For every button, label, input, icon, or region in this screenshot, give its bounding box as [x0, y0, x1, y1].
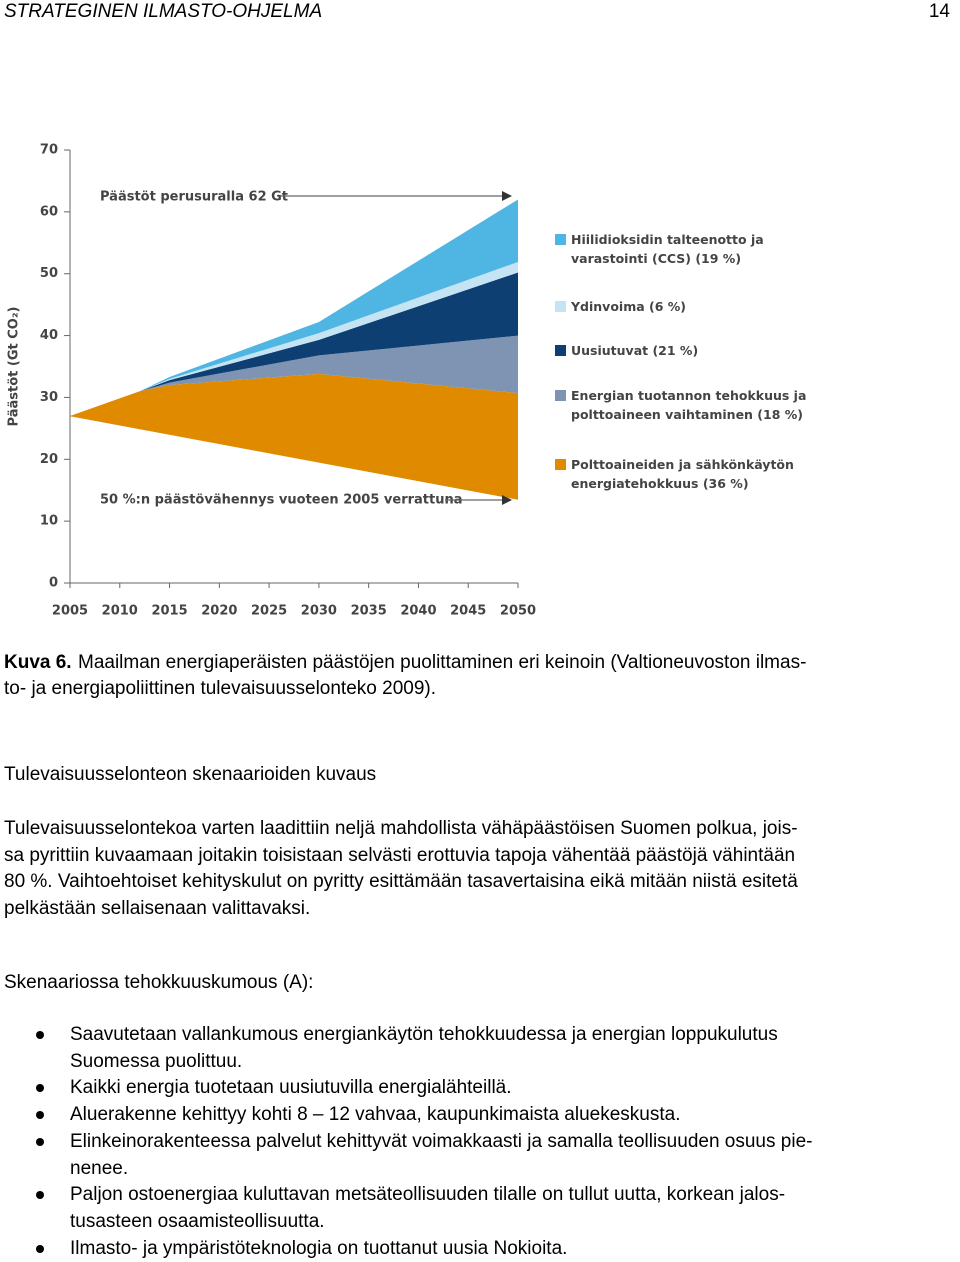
area-band	[70, 272, 518, 416]
y-axis-label: Päästöt (Gt CO₂)	[7, 307, 22, 427]
x-tick-label: 2035	[351, 604, 387, 619]
legend-swatch	[555, 345, 566, 356]
caption-line: Maailman energiaperäisten päästöjen puol…	[78, 652, 807, 673]
y-tick-label: 10	[40, 514, 58, 529]
x-tick-label: 2020	[201, 604, 237, 619]
caption-label: Kuva 6.	[4, 652, 72, 673]
header-title: STRATEGINEN ILMASTO-OHJELMA	[4, 1, 323, 22]
bullet-dot	[36, 1111, 44, 1120]
legend-entry: Ydinvoima (6 %)	[555, 297, 831, 316]
x-tick-label: 2040	[400, 604, 436, 619]
bullet-line: Aluerakenne kehittyy kohti 8 – 12 vahvaa…	[70, 1104, 681, 1126]
page-number: 14	[928, 1, 950, 22]
legend-swatch	[555, 459, 566, 470]
paragraph-line: 80 %. Vaihtoehtoiset kehityskulut on pyr…	[4, 871, 798, 892]
bullet-dot	[36, 1084, 44, 1093]
annotation: 50 %:n päästövähennys vuoteen 2005 verra…	[100, 493, 463, 508]
y-tick-label: 30	[40, 390, 58, 405]
legend-entry: Energian tuotannon tehokkuus ja polttoai…	[555, 386, 831, 424]
bullet-dot	[36, 1244, 44, 1253]
annotation: Päästöt perusuralla 62 Gt	[100, 190, 288, 205]
x-tick-label: 2015	[151, 604, 187, 619]
bullet-dot	[36, 1137, 44, 1146]
bullet-line: Saavutetaan vallankumous energiankäytön …	[70, 1024, 778, 1045]
legend-entry: Polttoaineiden ja sähkönkäytön energiate…	[555, 455, 831, 493]
legend-swatch	[555, 234, 566, 245]
x-tick-label: 2025	[251, 604, 287, 619]
legend-swatch	[555, 301, 566, 312]
bullet-dot	[36, 1191, 44, 1200]
bullet-line: tusasteen osaamisteollisuutta.	[70, 1210, 325, 1232]
paragraph-line: pelkästään sellaisenaan valittavaksi.	[4, 897, 311, 919]
legend-entry: Hiilidioksidin talteenotto ja varastoint…	[555, 230, 831, 268]
y-tick-label: 40	[40, 328, 58, 343]
x-tick-label: 2010	[102, 604, 138, 619]
bullet-line: Kaikki energia tuotetaan uusiutuvilla en…	[70, 1077, 512, 1099]
caption-line: to- ja energiapoliittinen tulevaisuussel…	[4, 678, 436, 699]
x-tick-label: 2030	[301, 604, 337, 619]
paragraph-line: sa pyrittiin kuvaamaan joitakin toisista…	[4, 844, 796, 866]
arrowhead	[502, 495, 512, 505]
y-tick-label: 70	[40, 143, 58, 158]
scenario-heading: Skenaariossa tehokkuuskumous (A):	[4, 972, 314, 993]
x-tick-label: 2050	[500, 604, 536, 619]
x-tick-label: 2005	[52, 604, 88, 619]
y-tick-label: 60	[40, 204, 58, 219]
x-tick-label: 2045	[450, 604, 486, 619]
bullet-line: nenee.	[70, 1157, 129, 1179]
bullet-line: Suomessa puolittuu.	[70, 1050, 243, 1072]
bullet-line: Paljon ostoenergiaa kuluttavan metsäteol…	[70, 1184, 786, 1206]
arrowhead	[502, 191, 512, 201]
y-tick-label: 0	[49, 576, 58, 591]
bullet-dot	[36, 1031, 44, 1039]
area-band	[70, 373, 518, 500]
legend-swatch	[555, 390, 566, 401]
area-band	[70, 335, 518, 416]
legend-entry: Uusiutuvat (21 %)	[555, 341, 831, 360]
y-tick-label: 20	[40, 452, 58, 467]
heading: Tulevaisuusselonteon skenaarioiden kuvau…	[4, 764, 377, 785]
y-tick-label: 50	[40, 266, 58, 281]
paragraph-line: Tulevaisuusselontekoa varten laadittiin …	[4, 818, 798, 839]
bullet-line: Elinkeinorakenteessa palvelut kehittyvät…	[70, 1130, 813, 1152]
bullet-line: Ilmasto- ja ympäristöteknologia on tuott…	[70, 1237, 568, 1259]
